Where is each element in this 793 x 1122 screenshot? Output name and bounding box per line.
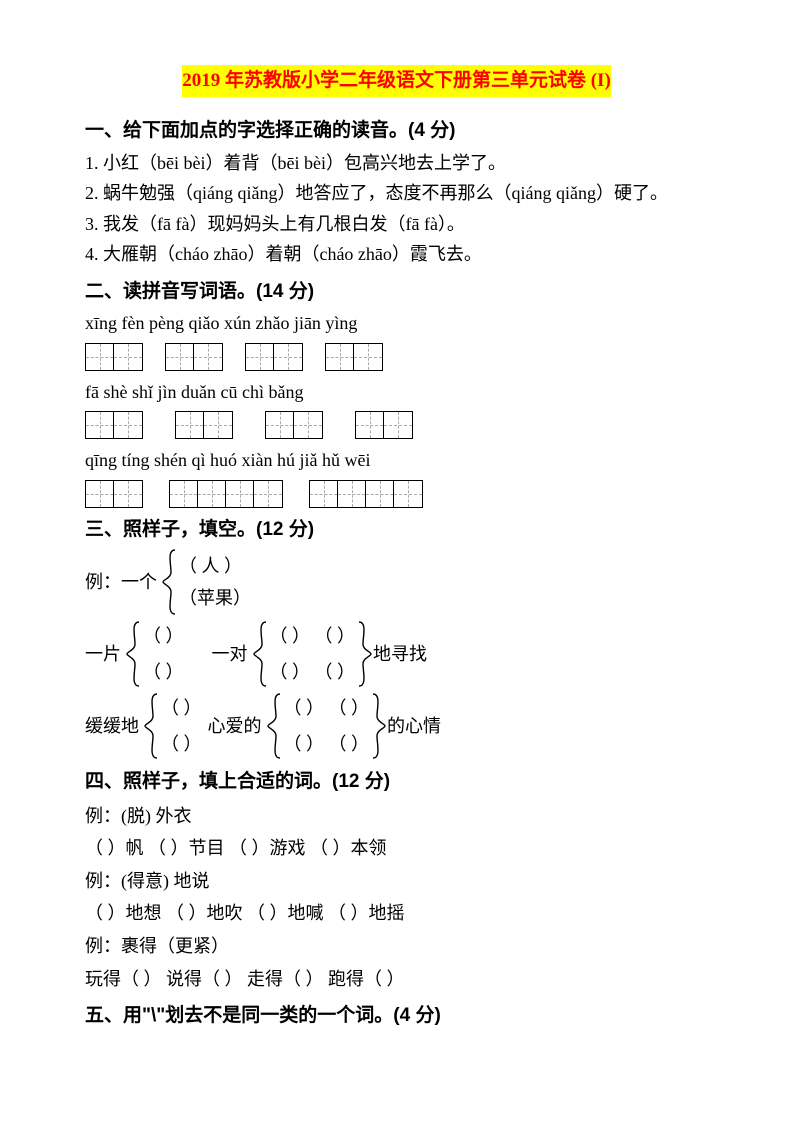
s2-pinyin-row2: fā shè shǐ jìn duǎn cū chì bǎng [85, 377, 708, 408]
blank-pair: （ ） （ ） [284, 729, 370, 760]
doc-title: 2019 年苏教版小学二年级语文下册第三单元试卷 (I) [182, 65, 611, 97]
s2-boxes-row2 [85, 411, 708, 439]
right-brace-icon [369, 692, 387, 760]
brace-content: （ ） （ ） （ ） （ ） [270, 621, 356, 687]
char-box [265, 411, 323, 439]
s3-r3-a: 缓缓地 [85, 711, 139, 742]
char-box [85, 411, 143, 439]
char-box [355, 411, 413, 439]
brace-content: （ ） （ ） （ ） （ ） [284, 693, 370, 759]
s3-r2-tail: 地寻找 [373, 639, 427, 670]
section-3-head: 三、照样子，填空。(12 分) [85, 514, 708, 546]
blank-pair: （ ） （ ） [270, 621, 356, 652]
s2-boxes-row1 [85, 343, 708, 371]
char-box [325, 343, 383, 371]
s4-r1: （ ）帆 （ ）节目 （ ）游戏 （ ）本领 [85, 833, 708, 864]
char-box [165, 343, 223, 371]
brace-content: （ 人 ） （苹果） [179, 551, 251, 613]
s4-ex3: 例：裹得（更紧） [85, 931, 708, 962]
blank-pair: （ ） （ ） [270, 657, 356, 688]
s3-r2-b: 一对 [212, 639, 248, 670]
blank-pair: （ ） （ ） [284, 693, 370, 724]
s3-row3: 缓缓地 （ ） （ ） 心爱的 （ ） （ ） （ ） （ ） 的心情 [85, 692, 708, 760]
section-5-head: 五、用"\"划去不是同一类的一个词。(4 分) [85, 1000, 708, 1032]
s4-ex1: 例：(脱) 外衣 [85, 801, 708, 832]
s1-q3: 3. 我发（fā fà）现妈妈头上有几根白发（fā fà）。 [85, 209, 708, 240]
s1-q2: 2. 蜗牛勉强（qiáng qiǎng）地答应了，态度不再那么（qiáng qi… [85, 178, 708, 209]
left-brace-icon [143, 692, 161, 760]
char-box [85, 343, 143, 371]
s4-r2: （ ）地想 （ ）地吹 （ ）地喊 （ ）地摇 [85, 898, 708, 929]
s3-example: 例：一个 （ 人 ） （苹果） [85, 548, 708, 616]
s2-pinyin-row3: qīng tíng shén qì huó xiàn hú jiǎ hǔ wēi [85, 445, 708, 476]
s1-q4: 4. 大雁朝（cháo zhāo）着朝（cháo zhāo）霞飞去。 [85, 239, 708, 270]
blank: （ ） [161, 693, 202, 724]
char-box [175, 411, 233, 439]
char-box [85, 480, 143, 508]
section-4-head: 四、照样子，填上合适的词。(12 分) [85, 766, 708, 798]
s3-ex-label: 例：一个 [85, 567, 157, 598]
s3-row2: 一片 （ ） （ ） 一对 （ ） （ ） （ ） （ ） 地寻找 [85, 620, 708, 688]
left-brace-icon [266, 692, 284, 760]
s3-ex-top: （ 人 ） [179, 551, 251, 582]
s1-q1: 1. 小红（bēi bèi）着背（bēi bèi）包高兴地去上学了。 [85, 148, 708, 179]
s3-ex-bottom: （苹果） [179, 583, 251, 614]
brace-content: （ ） （ ） [143, 621, 184, 687]
section-2-head: 二、读拼音写词语。(14 分) [85, 276, 708, 308]
left-brace-icon [125, 620, 143, 688]
left-brace-icon [252, 620, 270, 688]
s3-r2-a: 一片 [85, 639, 121, 670]
s3-r3-tail: 的心情 [387, 711, 441, 742]
s4-r3: 玩得（ ） 说得（ ） 走得（ ） 跑得（ ） [85, 964, 708, 995]
blank: （ ） [143, 621, 184, 652]
section-1-head: 一、给下面加点的字选择正确的读音。(4 分) [85, 115, 708, 147]
title-container: 2019 年苏教版小学二年级语文下册第三单元试卷 (I) [85, 65, 708, 107]
s2-boxes-row3 [85, 480, 708, 508]
blank: （ ） [143, 657, 184, 688]
s3-r3-b: 心爱的 [208, 711, 262, 742]
char-box-4 [169, 480, 283, 508]
left-brace-icon [161, 548, 179, 616]
char-box-4 [309, 480, 423, 508]
brace-content: （ ） （ ） [161, 693, 202, 759]
s2-pinyin-row1: xīng fèn pèng qiǎo xún zhǎo jiān yìng [85, 308, 708, 339]
right-brace-icon [355, 620, 373, 688]
s4-ex2: 例：(得意) 地说 [85, 866, 708, 897]
char-box [245, 343, 303, 371]
blank: （ ） [161, 729, 202, 760]
